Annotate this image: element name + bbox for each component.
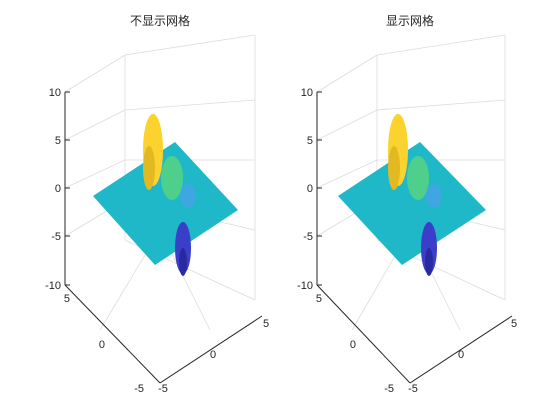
right-trough-deep (425, 248, 433, 276)
right-title: 显示网格 (386, 13, 434, 28)
right-plane (338, 142, 486, 265)
subplot-left: 不显示网格 (45, 13, 269, 395)
right-x-ticks: -5 0 5 (408, 318, 517, 395)
right-z-tick--5: -5 (303, 231, 313, 243)
right-peak-secondary (407, 156, 429, 200)
right-surface (338, 114, 486, 276)
right-y-ticks: 5 0 -5 (316, 293, 394, 395)
left-z-tick-0: 0 (55, 183, 61, 195)
right-y-tick-0: 0 (350, 339, 356, 351)
left-peak-secondary (161, 156, 183, 200)
left-y-ticks: 5 0 -5 (64, 293, 144, 395)
right-x-tick--5: -5 (408, 383, 418, 395)
right-x-tick-5: 5 (511, 318, 517, 330)
left-y-tick-5: 5 (64, 293, 70, 305)
left-z-tick-5: 5 (55, 135, 61, 147)
left-y-axis (64, 284, 161, 384)
subplot-right: 显示网格 (297, 13, 517, 395)
left-plane (93, 142, 238, 265)
left-peak-small (180, 184, 196, 208)
right-peak-main-shade (388, 146, 400, 190)
right-z-tick-5: 5 (307, 135, 313, 147)
right-z-tick-10: 10 (301, 87, 313, 99)
right-x-tick-0: 0 (458, 349, 464, 361)
left-x-tick-5: 5 (263, 318, 269, 330)
left-y-tick--5: -5 (134, 383, 144, 395)
right-y-axis (316, 284, 411, 384)
left-z-tick--5: -5 (51, 231, 61, 243)
right-y-tick--5: -5 (384, 383, 394, 395)
right-z-ticks: 10 5 0 -5 -10 (297, 87, 322, 292)
left-peak-main-shade (143, 146, 155, 190)
left-z-tick-10: 10 (49, 87, 61, 99)
right-z-tick--10: -10 (297, 280, 313, 292)
left-x-tick--5: -5 (158, 383, 168, 395)
left-z-ticks: 10 5 0 -5 -10 (45, 87, 70, 292)
left-y-tick-0: 0 (99, 339, 105, 351)
right-x-axis (409, 315, 513, 384)
left-x-tick-0: 0 (210, 349, 216, 361)
left-trough-deep (179, 248, 187, 276)
left-x-ticks: -5 0 5 (158, 318, 269, 395)
right-z-tick-0: 0 (307, 183, 313, 195)
right-peak-small (426, 184, 442, 208)
right-y-tick-5: 5 (316, 293, 322, 305)
left-x-axis (159, 315, 263, 384)
left-title: 不显示网格 (130, 13, 190, 28)
left-surface (93, 114, 238, 276)
left-z-tick--10: -10 (45, 280, 61, 292)
